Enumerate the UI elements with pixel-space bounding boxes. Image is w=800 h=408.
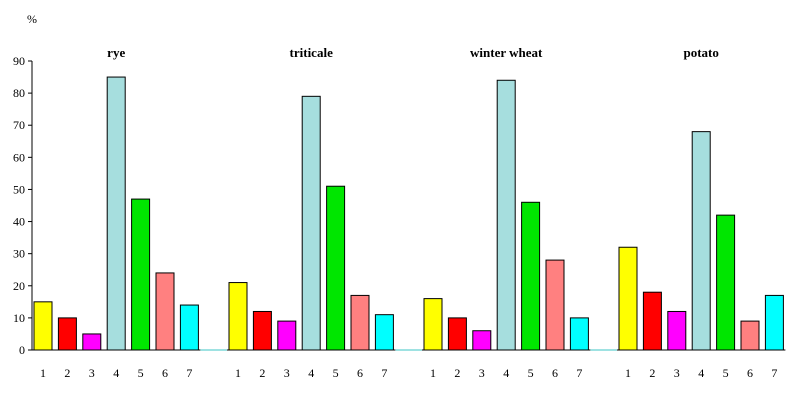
x-tick-label: 1 [40,366,46,380]
x-tick-label: 4 [113,366,119,380]
x-tick-label: 4 [698,366,704,380]
y-tick-label: 30 [13,247,25,261]
x-tick-label: 6 [552,366,558,380]
bar [252,310,272,351]
bar [642,291,662,351]
x-tick-label: 6 [162,366,168,380]
bar [472,330,492,351]
x-tick-label: 2 [64,366,70,380]
y-tick-label: 50 [13,182,25,196]
x-tick-label: 4 [308,366,314,380]
y-tick-label: 80 [13,86,25,100]
y-tick-label: 40 [13,215,25,229]
bar [447,317,467,351]
bar [155,272,175,351]
x-tick-label: 3 [674,366,680,380]
x-tick-label: 2 [454,366,460,380]
y-tick-label: 0 [19,343,25,357]
x-tick-label: 5 [333,366,339,380]
bar [131,198,151,351]
group-label: potato [684,45,719,60]
bar [350,294,370,351]
x-tick-label: 3 [89,366,95,380]
x-tick-label: 4 [503,366,509,380]
x-tick-label: 6 [747,366,753,380]
x-tick-label: 2 [259,366,265,380]
bar [301,95,321,351]
x-tick-label: 3 [284,366,290,380]
x-tick-label: 7 [381,366,387,380]
y-tick-label: 70 [13,118,25,132]
y-tick-label: 60 [13,150,25,164]
group-label: rye [107,45,125,60]
bar [691,131,711,351]
bar [716,214,736,351]
bar [179,304,199,351]
bar [569,317,589,351]
bar [618,246,638,351]
group-label: winter wheat [470,45,543,60]
bar [106,76,126,351]
x-tick-label: 5 [528,366,534,380]
x-tick-label: 1 [235,366,241,380]
x-tick-label: 7 [771,366,777,380]
y-axis-unit-label: % [27,12,37,26]
x-tick-label: 1 [625,366,631,380]
x-tick-label: 7 [186,366,192,380]
bar [228,282,248,351]
bar [33,301,53,351]
bar [326,185,346,351]
x-tick-label: 1 [430,366,436,380]
x-tick-label: 2 [649,366,655,380]
y-tick-label: 20 [13,279,25,293]
bar [374,314,394,351]
y-tick-label: 90 [13,54,25,68]
bar [545,259,565,351]
bar [277,320,297,351]
y-tick-label: 10 [13,311,25,325]
x-tick-label: 6 [357,366,363,380]
group-label: triticale [290,45,334,60]
x-tick-label: 5 [138,366,144,380]
bar [740,320,760,351]
bar [667,310,687,351]
bar [496,79,516,351]
bar [521,201,541,351]
bar [764,294,784,351]
x-tick-label: 3 [479,366,485,380]
x-tick-label: 7 [576,366,582,380]
bar [57,317,77,351]
x-tick-label: 5 [723,366,729,380]
bar [82,333,102,351]
bar [423,298,443,351]
